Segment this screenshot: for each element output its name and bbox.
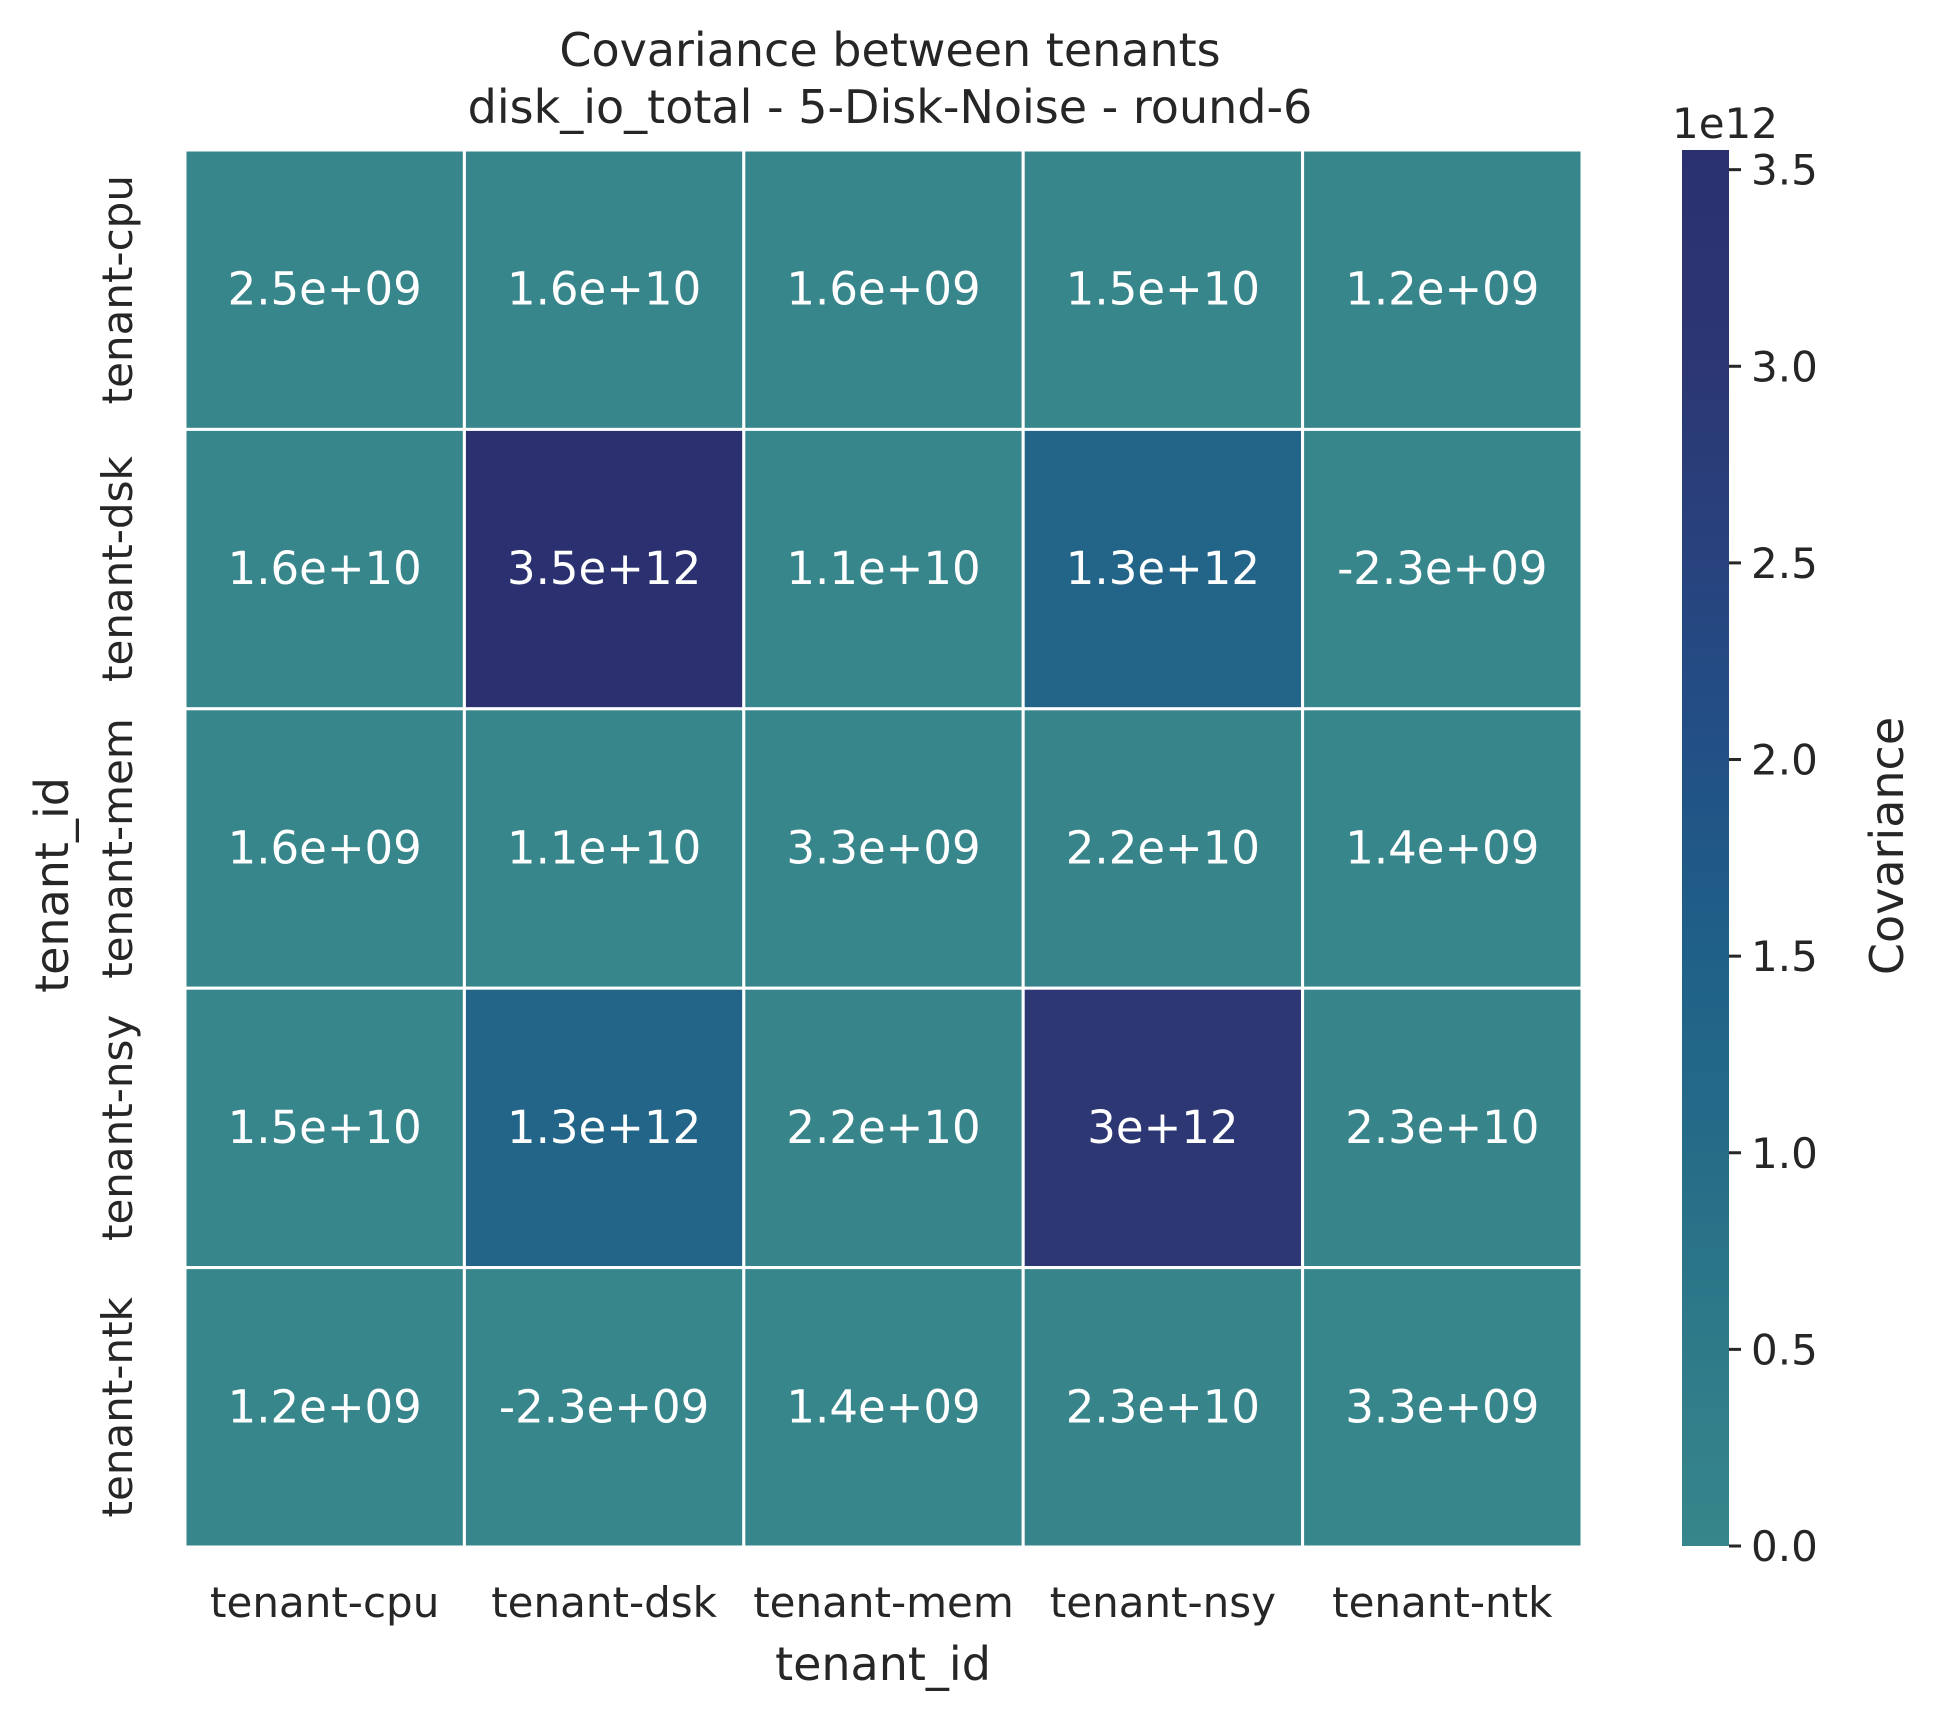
cell-value-label: 1.2e+09 <box>1345 263 1539 316</box>
heatmap-cell <box>183 427 466 711</box>
heatmap-cell <box>1301 427 1584 711</box>
heatmap-cell <box>462 1266 746 1549</box>
cell-value-label: 1.3e+12 <box>507 1101 701 1154</box>
heatmap-cells: 2.5e+09 1.6e+10 1.6e+09 1.5e+10 1.2e+09 1.6e+… <box>183 148 1584 1549</box>
x-tick-label: tenant-dsk <box>491 1578 717 1627</box>
colorbar-tick-label: 3.5 <box>1751 146 1818 195</box>
heatmap-cell <box>1021 707 1305 990</box>
cell-value-label: 1.6e+09 <box>228 822 422 875</box>
cell-value-label: 2.2e+10 <box>1066 822 1260 875</box>
cell-value-label: 2.2e+10 <box>786 1101 980 1154</box>
heatmap-cell <box>1301 148 1584 431</box>
x-tick-label: tenant-cpu <box>210 1578 439 1627</box>
cell-value-label: 2.3e+10 <box>1345 1101 1539 1154</box>
cell-value-label: 1.4e+09 <box>786 1380 980 1433</box>
cell-value-label: 3.3e+09 <box>1345 1380 1539 1433</box>
heatmap-cell <box>1021 148 1305 431</box>
axis-ticks: tenant-cpu tenant-dsk tenant-mem tenant-nsy… <box>93 175 1553 1627</box>
cell-value-label: 3.5e+12 <box>507 542 701 595</box>
cell-value-label: 1.5e+10 <box>1066 263 1260 316</box>
y-tick-label: tenant-dsk <box>93 456 142 682</box>
heatmap-cell <box>183 986 466 1270</box>
colorbar-tick-label: 1.0 <box>1751 1129 1818 1178</box>
cell-value-label: 1.6e+10 <box>228 542 422 595</box>
heatmap-cell <box>742 427 1025 711</box>
cell-value-label: -2.3e+09 <box>1337 542 1547 595</box>
cell-value-label: 1.4e+09 <box>1345 822 1539 875</box>
heatmap-cell <box>742 707 1025 990</box>
colorbar-gradient <box>1682 150 1729 1546</box>
y-tick-label: tenant-mem <box>93 718 142 979</box>
heatmap-cell <box>183 1266 466 1549</box>
chart-subtitle: disk_io_total - 5-Disk-Noise - round-6 <box>468 80 1313 134</box>
colorbar-tick-label: 1.5 <box>1751 932 1818 981</box>
heatmap-cell <box>183 148 466 431</box>
cell-value-label: 1.1e+10 <box>507 822 701 875</box>
cell-value-label: 3e+12 <box>1087 1101 1238 1154</box>
heatmap-cell <box>742 1266 1025 1549</box>
heatmap-cell <box>1301 707 1584 990</box>
heatmap-cell <box>1021 986 1305 1270</box>
chart-title: Covariance between tenants <box>559 23 1220 77</box>
y-tick-label: tenant-ntk <box>93 1296 142 1517</box>
heatmap-cell <box>462 148 746 431</box>
colorbar-tick-label: 2.5 <box>1751 539 1818 588</box>
x-tick-label: tenant-nsy <box>1050 1578 1276 1627</box>
cell-value-label: 3.3e+09 <box>786 822 980 875</box>
x-tick-label: tenant-ntk <box>1332 1578 1553 1627</box>
cell-value-label: 1.3e+12 <box>1066 542 1260 595</box>
colorbar-label: Covariance <box>1860 717 1914 975</box>
colorbar-tick-label: 0.5 <box>1751 1325 1818 1374</box>
heatmap-cell <box>1301 1266 1584 1549</box>
y-axis-label: tenant_id <box>25 777 79 993</box>
heatmap-cell <box>742 148 1025 431</box>
cell-value-label: 2.3e+10 <box>1066 1380 1260 1433</box>
x-axis-label: tenant_id <box>775 1637 991 1691</box>
cell-value-label: 2.5e+09 <box>228 263 422 316</box>
colorbar-tick-label: 3.0 <box>1751 342 1818 391</box>
heatmap-cell <box>742 986 1025 1270</box>
colorbar: 0.0 0.5 1.0 1.5 2.0 2.5 3.0 3.5 <box>1682 146 1818 1571</box>
heatmap-cell <box>1301 986 1584 1270</box>
cell-value-label: 1.1e+10 <box>786 542 980 595</box>
cell-value-label: 1.5e+10 <box>228 1101 422 1154</box>
cell-value-label: 1.2e+09 <box>228 1380 422 1433</box>
y-tick-label: tenant-cpu <box>93 175 142 404</box>
cell-value-label: -2.3e+09 <box>499 1380 709 1433</box>
cell-value-label: 1.6e+10 <box>507 263 701 316</box>
x-tick-label: tenant-mem <box>753 1578 1014 1627</box>
colorbar-tick-label: 0.0 <box>1751 1522 1818 1571</box>
cell-value-label: 1.6e+09 <box>786 263 980 316</box>
colorbar-tick-label: 2.0 <box>1751 736 1818 785</box>
colorbar-offset-text: 1e12 <box>1672 99 1778 148</box>
heatmap-cell <box>462 707 746 990</box>
y-tick-label: tenant-nsy <box>93 1015 142 1241</box>
heatmap-cell <box>462 986 746 1270</box>
